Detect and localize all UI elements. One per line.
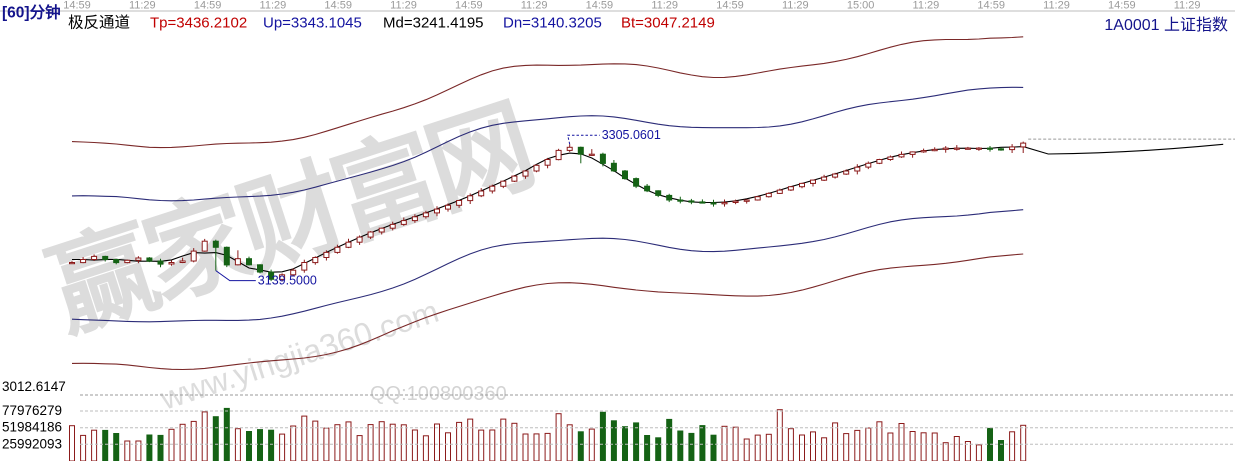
svg-text:11:29: 11:29 — [1174, 0, 1201, 12]
svg-text:11:29: 11:29 — [129, 0, 156, 12]
svg-text:14:59: 14:59 — [1108, 0, 1136, 12]
svg-text:25992093: 25992093 — [2, 436, 62, 451]
svg-text:QQ:100800360: QQ:100800360 — [370, 383, 507, 405]
svg-text:14:59: 14:59 — [324, 0, 352, 12]
svg-text:11:29: 11:29 — [782, 0, 809, 12]
svg-text:3139.5000: 3139.5000 — [258, 274, 317, 288]
svg-text:1A0001 上证指数: 1A0001 上证指数 — [1104, 16, 1228, 34]
svg-text:3305.0601: 3305.0601 — [602, 128, 661, 142]
svg-text:14:59: 14:59 — [977, 0, 1005, 12]
svg-text:14:59: 14:59 — [63, 0, 91, 12]
svg-text:11:29: 11:29 — [651, 0, 678, 12]
svg-text:Dn=3140.3205: Dn=3140.3205 — [503, 15, 602, 32]
svg-text:Md=3241.4195: Md=3241.4195 — [383, 15, 484, 32]
svg-text:Up=3343.1045: Up=3343.1045 — [263, 15, 362, 32]
svg-text:11:29: 11:29 — [260, 0, 287, 12]
svg-text:51984186: 51984186 — [2, 420, 62, 435]
svg-text:11:29: 11:29 — [521, 0, 548, 12]
svg-text:14:59: 14:59 — [716, 0, 744, 12]
svg-text:11:29: 11:29 — [390, 0, 417, 12]
svg-text:14:59: 14:59 — [194, 0, 222, 12]
svg-text:77976279: 77976279 — [2, 403, 62, 418]
svg-text:11:29: 11:29 — [1043, 0, 1070, 12]
svg-text:Bt=3047.2149: Bt=3047.2149 — [621, 15, 715, 32]
svg-text:3012.6147: 3012.6147 — [2, 379, 66, 394]
svg-text:14:59: 14:59 — [586, 0, 614, 12]
svg-text:Tp=3436.2102: Tp=3436.2102 — [150, 15, 247, 32]
svg-text:14:59: 14:59 — [455, 0, 483, 12]
svg-text:11:29: 11:29 — [913, 0, 940, 12]
svg-text:[60]分钟: [60]分钟 — [2, 3, 61, 22]
svg-text:15:00: 15:00 — [847, 0, 875, 12]
svg-text:极反通道: 极反通道 — [68, 14, 130, 32]
